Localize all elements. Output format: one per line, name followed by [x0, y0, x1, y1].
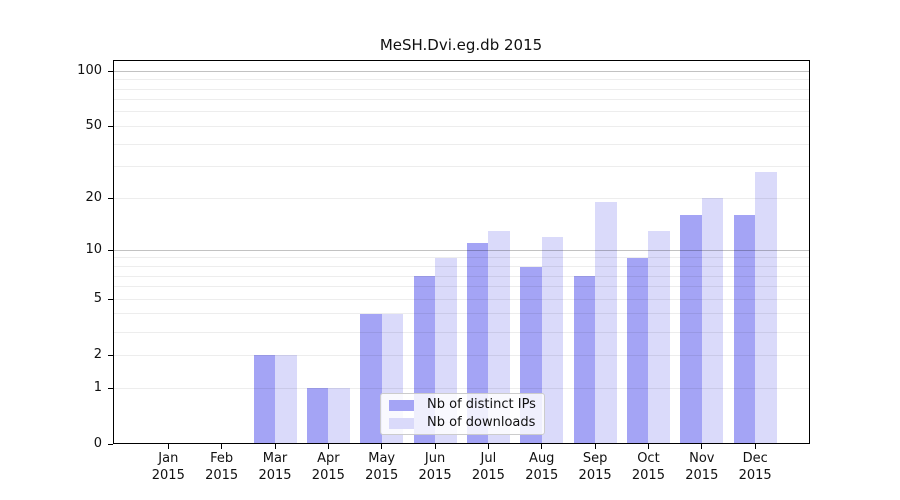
legend-swatch — [389, 417, 414, 429]
x-tick-aug — [541, 444, 543, 449]
x-tick-label-apr: Apr 2015 — [311, 451, 345, 483]
bar-ips-apr — [306, 388, 329, 443]
y-tick-label-0: 0 — [93, 436, 102, 451]
x-tick-label-may: May 2015 — [365, 451, 399, 483]
legend: Nb of distinct IPs Nb of downloads — [380, 393, 545, 435]
y-tick-label-1: 1 — [93, 380, 102, 395]
x-tick-label-feb: Feb 2015 — [205, 451, 239, 483]
y-tick-label-50: 50 — [85, 118, 102, 134]
bar-downloads-sep — [595, 202, 617, 443]
gridline-6 — [114, 286, 809, 288]
gridline-5 — [114, 298, 809, 300]
x-tick-label-oct: Oct 2015 — [631, 451, 665, 483]
y-tick-1 — [108, 387, 113, 389]
gridline-9 — [114, 257, 809, 259]
gridline-2 — [114, 354, 809, 356]
x-tick-jan — [167, 444, 169, 449]
gridline-1 — [114, 387, 809, 389]
y-tick-0 — [108, 443, 113, 445]
gridline-90 — [114, 79, 809, 81]
legend-label: Nb of downloads — [427, 415, 536, 430]
y-tick-50 — [108, 125, 113, 127]
x-tick-label-dec: Dec 2015 — [738, 451, 772, 483]
bar-downloads-oct — [648, 230, 670, 443]
y-tick-label-100: 100 — [77, 63, 102, 79]
x-tick-label-sep: Sep 2015 — [578, 451, 612, 483]
x-tick-apr — [327, 444, 329, 449]
y-tick-5 — [108, 298, 113, 300]
x-tick-mar — [274, 444, 276, 449]
legend-label: Nb of distinct IPs — [427, 397, 536, 412]
x-tick-jul — [487, 444, 489, 449]
y-tick-100 — [108, 70, 113, 72]
bar-ips-sep — [573, 276, 596, 443]
x-tick-oct — [647, 444, 649, 449]
gridline-100 — [114, 70, 809, 72]
bar-ips-mar — [253, 355, 275, 443]
y-tick-label-20: 20 — [85, 190, 102, 206]
y-tick-20 — [108, 197, 113, 199]
y-tick-label-10: 10 — [85, 242, 102, 258]
bar-downloads-aug — [541, 236, 564, 443]
gridline-3 — [114, 331, 809, 333]
y-tick-label-5: 5 — [93, 291, 102, 307]
gridline-60 — [114, 111, 809, 113]
x-tick-label-jul: Jul 2015 — [471, 451, 505, 483]
x-tick-label-nov: Nov 2015 — [685, 451, 719, 483]
x-tick-dec — [754, 444, 756, 449]
bar-downloads-nov — [701, 198, 724, 443]
legend-item-distinct-ips: Nb of distinct IPs — [389, 398, 536, 412]
x-tick-label-aug: Aug 2015 — [525, 451, 559, 483]
x-tick-nov — [701, 444, 703, 449]
gridline-4 — [114, 313, 809, 315]
bar-ips-nov — [680, 215, 702, 443]
bar-downloads-jul — [488, 230, 510, 443]
bar-downloads-mar — [275, 355, 297, 443]
gridline-30 — [114, 166, 809, 168]
x-tick-label-mar: Mar 2015 — [258, 451, 292, 483]
x-tick-may — [381, 444, 383, 449]
legend-item-downloads: Nb of downloads — [389, 416, 536, 430]
y-tick-10 — [108, 249, 113, 251]
y-tick-2 — [108, 354, 113, 356]
bar-ips-may — [360, 313, 382, 443]
bar-downloads-apr — [328, 388, 350, 443]
x-tick-label-jan: Jan 2015 — [151, 451, 185, 483]
legend-swatch — [389, 399, 414, 411]
gridline-8 — [114, 266, 809, 267]
x-tick-label-jun: Jun 2015 — [418, 451, 452, 483]
gridline-50 — [114, 125, 809, 127]
gridline-70 — [114, 99, 809, 101]
bar-ips-dec — [733, 215, 756, 443]
gridline-40 — [114, 143, 809, 145]
x-tick-sep — [594, 444, 596, 449]
gridline-20 — [114, 197, 809, 199]
gridline-80 — [114, 88, 809, 90]
x-tick-feb — [221, 444, 223, 449]
chart-title: MeSH.Dvi.eg.db 2015 — [379, 36, 543, 54]
bar-downloads-dec — [755, 171, 777, 443]
y-tick-label-2: 2 — [93, 347, 102, 363]
x-tick-jun — [434, 444, 436, 449]
gridline-7 — [114, 275, 809, 277]
bar-ips-oct — [626, 257, 649, 443]
gridline-10 — [114, 249, 809, 251]
